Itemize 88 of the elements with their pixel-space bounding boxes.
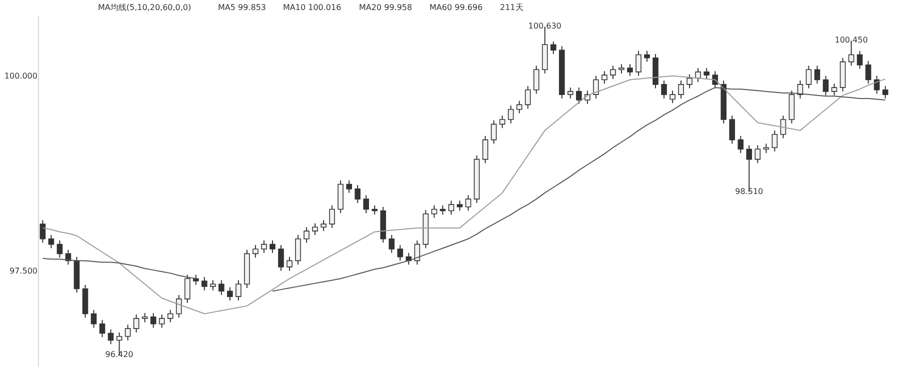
candlestick (831, 83, 838, 96)
candlestick (499, 115, 506, 129)
text: 211天 (500, 3, 524, 12)
candlestick (227, 286, 233, 301)
annotation: 100.630 (528, 22, 562, 31)
candlestick (312, 222, 318, 236)
candlestick (610, 65, 616, 80)
candlestick (448, 200, 454, 216)
candlestick (772, 130, 778, 152)
candlestick (363, 194, 370, 214)
candlestick (124, 324, 131, 341)
candlestick (40, 220, 46, 244)
candlestick (108, 328, 114, 345)
candlestick (210, 280, 216, 291)
candlestick (856, 50, 863, 70)
candlestick (329, 204, 335, 228)
y-tick-label: 97.500 (10, 266, 38, 276)
candlestick (202, 276, 208, 291)
candlestick (593, 75, 599, 99)
annotation: 96.420 (105, 350, 134, 360)
candlestick (686, 74, 692, 89)
candlestick (142, 312, 148, 323)
candlestick (252, 244, 258, 258)
candlestick (567, 87, 574, 99)
candlestick (627, 64, 633, 76)
candlestick (550, 41, 556, 54)
candlestick (482, 135, 488, 164)
candlestick (167, 309, 174, 323)
text: MA20 99.958 (359, 3, 412, 12)
y-tick-label: 100.000 (4, 71, 38, 80)
text: MA均线(5,10,20,60,0,0) (98, 3, 192, 12)
candlestick (372, 204, 378, 216)
candlestick (346, 180, 352, 194)
candlestick (176, 294, 182, 318)
candlestick (236, 280, 242, 301)
candlestick (56, 240, 63, 258)
candlestick (286, 256, 292, 272)
candlestick (814, 65, 820, 84)
candlestick (712, 70, 718, 89)
candlestick (150, 312, 156, 328)
candlestick (354, 184, 361, 204)
candlestick (278, 244, 284, 272)
candlestick (516, 100, 522, 114)
annotation: 98.510 (735, 187, 764, 196)
candlestick (882, 85, 888, 99)
candlestick (695, 68, 701, 83)
candlestick (158, 314, 165, 328)
candlestick (218, 280, 224, 296)
candlestick (729, 115, 736, 144)
candlestick (304, 226, 310, 244)
candlestick (456, 200, 463, 212)
candlestick (618, 64, 624, 74)
candlestick (636, 50, 642, 76)
candlestick (490, 120, 497, 144)
candlestick (295, 234, 301, 266)
candlestick (822, 75, 829, 96)
candlestick (661, 80, 667, 99)
candlestick (754, 144, 761, 164)
candlestick (99, 319, 106, 338)
candlestick (524, 85, 531, 110)
candlestick (184, 274, 190, 304)
candlestick (48, 234, 54, 249)
candlestick (508, 104, 514, 124)
candlestick (388, 234, 395, 254)
text: MA5 99.853 (218, 3, 266, 12)
candlestick (465, 194, 472, 212)
candlestick (90, 309, 97, 328)
candlestick (576, 87, 582, 104)
candlestick (806, 65, 812, 89)
candlestick (320, 220, 326, 232)
candlestick (763, 143, 770, 154)
candlestick (738, 135, 744, 154)
candlestick (431, 204, 438, 218)
candlestick (704, 68, 710, 80)
candlestick (644, 50, 650, 62)
candlestick (678, 80, 684, 99)
candlestick (192, 274, 199, 286)
candlestick (533, 65, 540, 94)
candlestick (261, 240, 267, 254)
text: MA10 100.016 (283, 3, 342, 12)
candlestick (670, 90, 676, 104)
candlestick (133, 314, 140, 333)
text: MA60 99.696 (430, 3, 483, 12)
annotation: 100.450 (834, 36, 868, 45)
candlestick (270, 240, 276, 254)
candlestick (865, 60, 872, 84)
candlestick (397, 244, 404, 262)
candlestick (602, 70, 608, 84)
